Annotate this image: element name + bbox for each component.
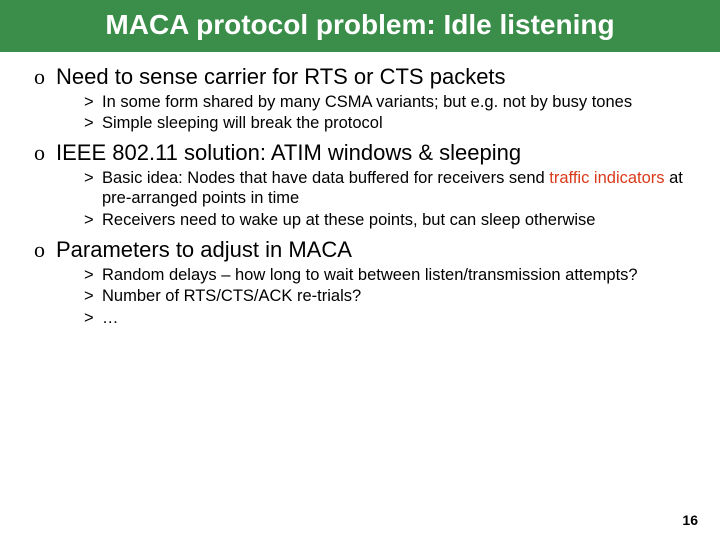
sub-bullet-text: Number of RTS/CTS/ACK re-trials? bbox=[102, 287, 361, 305]
bullet-text: Need to sense carrier for RTS or CTS pac… bbox=[56, 64, 506, 89]
sub-list: > In some form shared by many CSMA varia… bbox=[34, 92, 690, 134]
sub-bullet-text: Receivers need to wake up at these point… bbox=[102, 211, 595, 229]
sub-bullet-marker: > bbox=[84, 210, 94, 231]
sub-list: > Random delays – how long to wait betwe… bbox=[34, 265, 690, 329]
bullet-item: o IEEE 802.11 solution: ATIM windows & s… bbox=[34, 140, 690, 166]
sub-bullet-text: Random delays – how long to wait between… bbox=[102, 266, 638, 284]
bullet-marker: o bbox=[34, 64, 45, 90]
sub-bullet-item: > Basic idea: Nodes that have data buffe… bbox=[84, 168, 690, 209]
slide-title: MACA protocol problem: Idle listening bbox=[20, 8, 700, 42]
sub-bullet-text: … bbox=[102, 309, 119, 327]
page-number: 16 bbox=[682, 512, 698, 528]
sub-bullet-marker: > bbox=[84, 286, 94, 307]
bullet-marker: o bbox=[34, 140, 45, 166]
sub-bullet-item: > Receivers need to wake up at these poi… bbox=[84, 210, 690, 231]
sub-bullet-text: In some form shared by many CSMA variant… bbox=[102, 93, 632, 111]
slide: MACA protocol problem: Idle listening o … bbox=[0, 0, 720, 540]
sub-bullet-text: Basic idea: Nodes that have data buffere… bbox=[102, 169, 683, 208]
sub-list: > Basic idea: Nodes that have data buffe… bbox=[34, 168, 690, 231]
sub-bullet-marker: > bbox=[84, 308, 94, 329]
title-bar: MACA protocol problem: Idle listening bbox=[0, 0, 720, 52]
bullet-item: o Need to sense carrier for RTS or CTS p… bbox=[34, 64, 690, 90]
bullet-marker: o bbox=[34, 237, 45, 263]
bullet-item: o Parameters to adjust in MACA bbox=[34, 237, 690, 263]
sub-bullet-marker: > bbox=[84, 92, 94, 113]
sub-bullet-item: > … bbox=[84, 308, 690, 329]
sub-bullet-marker: > bbox=[84, 265, 94, 286]
bullet-text: Parameters to adjust in MACA bbox=[56, 237, 352, 262]
sub-bullet-item: > Random delays – how long to wait betwe… bbox=[84, 265, 690, 286]
bullet-text: IEEE 802.11 solution: ATIM windows & sle… bbox=[56, 140, 521, 165]
sub-bullet-text-pre: Basic idea: Nodes that have data buffere… bbox=[102, 169, 549, 187]
sub-bullet-item: > Simple sleeping will break the protoco… bbox=[84, 113, 690, 134]
sub-bullet-marker: > bbox=[84, 168, 94, 189]
sub-bullet-item: > In some form shared by many CSMA varia… bbox=[84, 92, 690, 113]
sub-bullet-item: > Number of RTS/CTS/ACK re-trials? bbox=[84, 286, 690, 307]
slide-content: o Need to sense carrier for RTS or CTS p… bbox=[0, 52, 720, 329]
highlight-text: traffic indicators bbox=[549, 169, 664, 187]
sub-bullet-marker: > bbox=[84, 113, 94, 134]
sub-bullet-text: Simple sleeping will break the protocol bbox=[102, 114, 383, 132]
